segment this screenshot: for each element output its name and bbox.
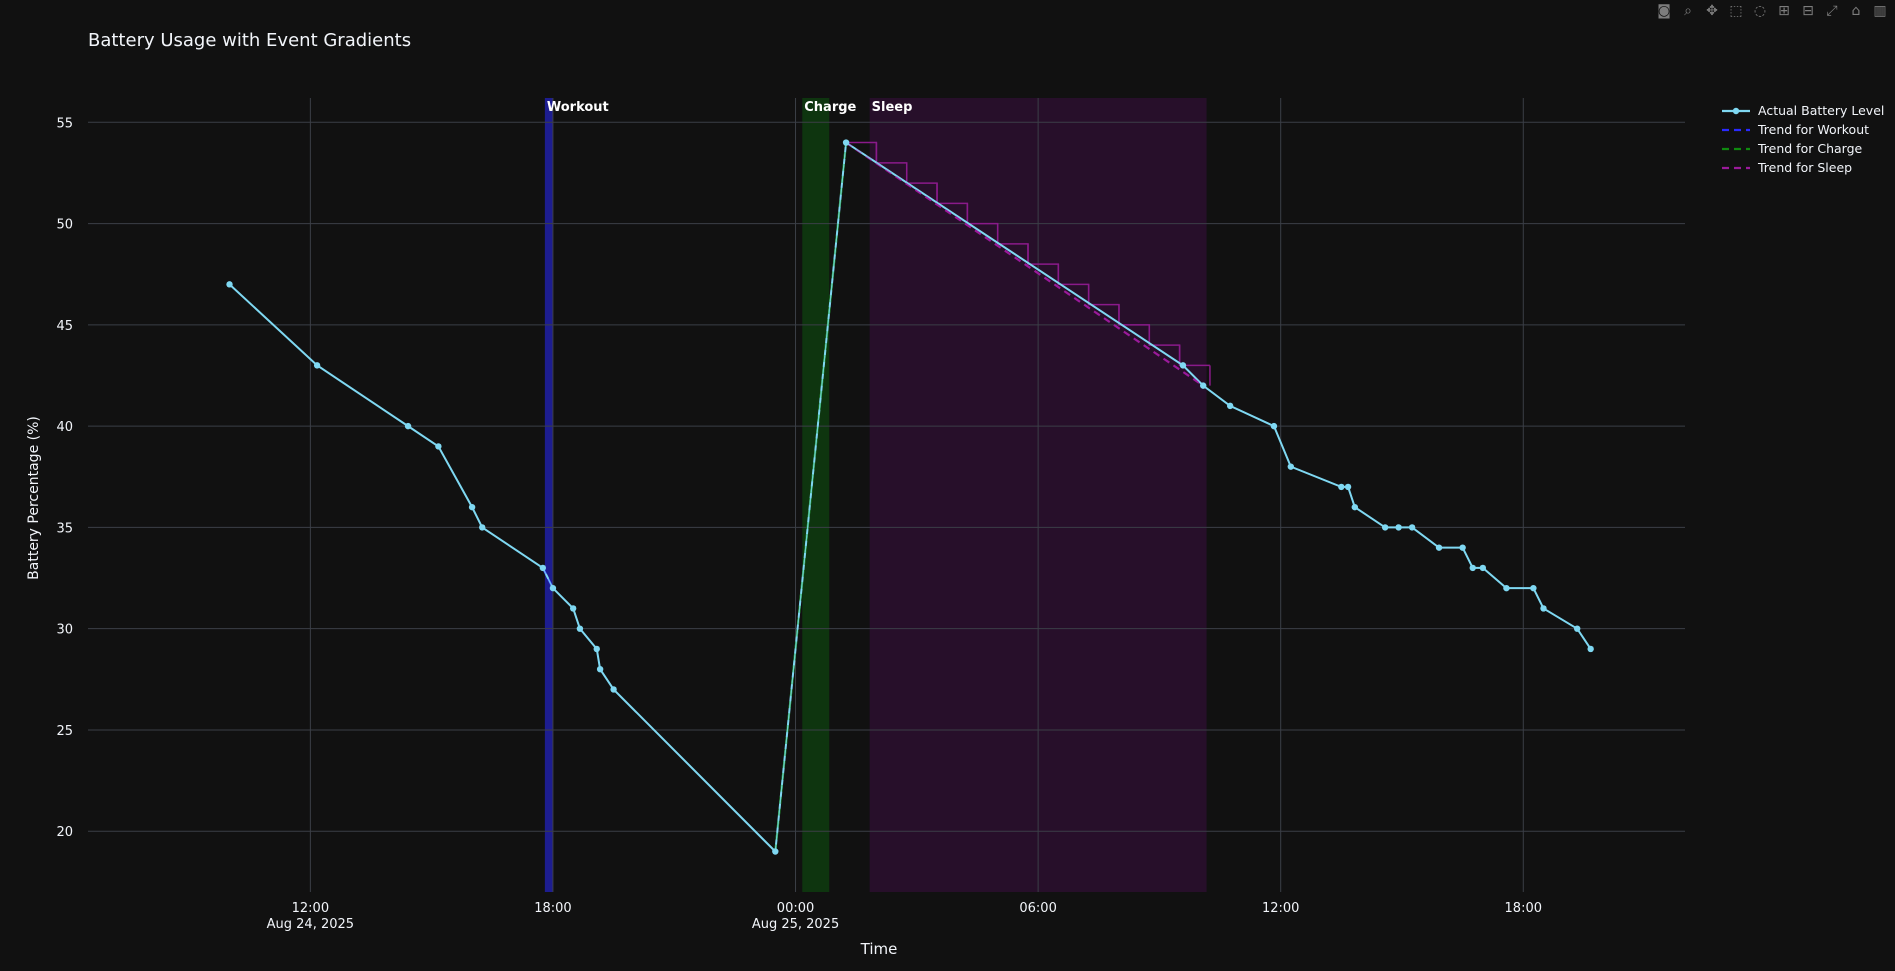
y-tick-label: 35 [56, 521, 73, 536]
x-tick-label: 18:00 [1505, 901, 1542, 916]
series-line-actual-overlay [229, 141, 1592, 854]
box-select-icon[interactable]: ⬚ [1729, 3, 1743, 19]
plotly-logo-icon[interactable]: ▥ [1873, 3, 1887, 19]
event-label-sleep: Sleep [872, 100, 913, 115]
x-tick-label: 06:00 [1019, 901, 1056, 916]
y-tick-label: 20 [56, 825, 73, 840]
y-tick-labels: 20 25 30 35 40 45 50 55 [56, 116, 73, 840]
modebar: ◙ ⌕ ✥ ⬚ ◌ ⊞ ⊟ ⤢ ⌂ ▥ [1655, 2, 1889, 20]
y-tick-label: 45 [56, 319, 73, 334]
pan-icon[interactable]: ✥ [1706, 3, 1718, 19]
camera-icon[interactable]: ◙ [1657, 3, 1671, 19]
event-label-workout: Workout [547, 100, 609, 115]
series-markers [226, 139, 1594, 855]
event-band-workout [544, 98, 553, 892]
legend-label: Trend for Sleep [1758, 160, 1853, 175]
legend-swatch [1722, 166, 1750, 169]
reset-axes-icon[interactable]: ⌂ [1851, 3, 1861, 19]
legend-item[interactable]: Trend for Charge [1720, 139, 1884, 158]
y-tick-label: 30 [56, 623, 73, 638]
x-tick-date-label: Aug 24, 2025 [267, 917, 354, 932]
y-tick-label: 40 [56, 420, 73, 435]
y-tick-label: 25 [56, 724, 73, 739]
zoom-icon[interactable]: ⌕ [1684, 3, 1692, 19]
legend-label: Actual Battery Level [1758, 103, 1885, 118]
event-label-charge: Charge [804, 100, 856, 115]
x-tick-label: 12:00 [1262, 901, 1299, 916]
y-axis-label: Battery Percentage (%) [26, 416, 42, 580]
legend-label: Trend for Workout [1758, 122, 1870, 137]
legend-item[interactable]: Trend for Sleep [1720, 158, 1884, 177]
zoom-in-icon[interactable]: ⊞ [1778, 3, 1790, 19]
legend-item[interactable]: Actual Battery Level [1720, 101, 1884, 120]
x-tick-label: 00:00 [777, 901, 814, 916]
y-tick-label: 50 [56, 218, 73, 233]
legend-swatch [1722, 147, 1750, 150]
x-tick-date-label: Aug 25, 2025 [752, 917, 839, 932]
x-tick-label: 12:00 [292, 901, 329, 916]
legend-item[interactable]: Trend for Workout [1720, 120, 1884, 139]
autoscale-icon[interactable]: ⤢ [1826, 3, 1838, 19]
legend-swatch [1722, 128, 1750, 131]
legend-label: Trend for Charge [1758, 141, 1863, 156]
chart-title: Battery Usage with Event Gradients [88, 30, 412, 51]
legend: Actual Battery Level Trend for Workout Tre… [1720, 101, 1884, 177]
x-axis-label: Time [860, 940, 898, 958]
event-labels: Workout Charge Sleep [547, 100, 913, 115]
x-tick-label: 18:00 [534, 901, 571, 916]
legend-swatch [1722, 107, 1750, 114]
event-band-charge [802, 98, 830, 892]
grid-lines [88, 98, 1685, 892]
zoom-out-icon[interactable]: ⊟ [1802, 3, 1814, 19]
event-bands [544, 98, 1207, 892]
lasso-icon[interactable]: ◌ [1753, 3, 1767, 19]
series-line-trend-for-sleep [845, 141, 1204, 387]
y-tick-label: 55 [56, 116, 73, 131]
